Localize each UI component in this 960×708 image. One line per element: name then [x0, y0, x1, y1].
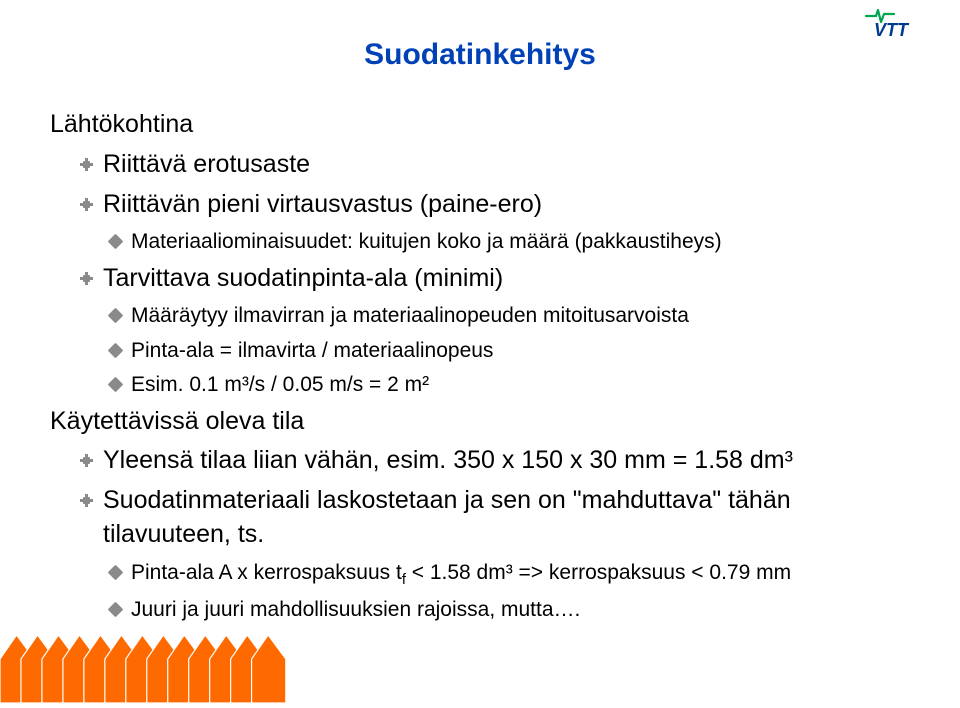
list-item-lvl3: Juuri ja juuri mahdollisuuksien rajoissa… — [110, 595, 910, 624]
logo-text: VTT — [874, 20, 910, 40]
list-item-text: Pinta-ala A x kerrospaksuus tf < 1.58 dm… — [131, 558, 910, 591]
decorative-ladder — [0, 631, 320, 703]
slide-content: Lähtökohtina Riittävä erotusaste Riittävän… — [50, 108, 910, 630]
list-item-text: Juuri ja juuri mahdollisuuksien rajoissa… — [131, 595, 910, 624]
bullet-icon — [108, 343, 124, 359]
list-item-lvl3: Pinta-ala A x kerrospaksuus tf < 1.58 dm… — [110, 558, 910, 591]
list-item-lvl2: Riittävä erotusaste — [80, 148, 910, 182]
list-item-text: Määräytyy ilmavirran ja materiaalinopeud… — [131, 301, 910, 330]
list-item-lvl3: Esim. 0.1 m³/s / 0.05 m/s = 2 m² — [110, 370, 910, 399]
bullet-icon — [108, 377, 124, 393]
list-item-text: Materiaaliominaisuudet: kuitujen koko ja… — [131, 227, 910, 256]
vtt-logo: VTT — [864, 8, 942, 40]
bullet-icon — [80, 198, 93, 211]
list-item-lvl2: Tarvittava suodatinpinta-ala (minimi) — [80, 262, 910, 296]
bullet-icon — [80, 158, 93, 171]
list-item-text: Riittävä erotusaste — [103, 148, 910, 182]
list-item-lvl3: Määräytyy ilmavirran ja materiaalinopeud… — [110, 301, 910, 330]
list-item-lvl1: Lähtökohtina — [50, 108, 910, 142]
bullet-icon — [108, 564, 124, 580]
list-item-text: Esim. 0.1 m³/s / 0.05 m/s = 2 m² — [131, 370, 910, 399]
list-item-lvl2: Yleensä tilaa liian vähän, esim. 350 x 1… — [80, 444, 910, 478]
list-item-lvl2: Suodatinmateriaali laskostetaan ja sen o… — [80, 484, 910, 552]
list-item-text: Pinta-ala = ilmavirta / materiaalinopeus — [131, 336, 910, 365]
list-item-text: Riittävän pieni virtausvastus (paine-ero… — [103, 188, 910, 222]
bullet-icon — [80, 272, 93, 285]
list-item-text: Tarvittava suodatinpinta-ala (minimi) — [103, 262, 910, 296]
slide-title: Suodatinkehitys — [0, 38, 960, 72]
list-item-lvl3: Materiaaliominaisuudet: kuitujen koko ja… — [110, 227, 910, 256]
list-item-lvl2: Riittävän pieni virtausvastus (paine-ero… — [80, 188, 910, 222]
bullet-icon — [108, 602, 124, 618]
list-item-text: Suodatinmateriaali laskostetaan ja sen o… — [103, 484, 910, 552]
bullet-icon — [108, 234, 124, 250]
bullet-icon — [108, 308, 124, 324]
bullet-icon — [80, 494, 93, 507]
list-item-text: Yleensä tilaa liian vähän, esim. 350 x 1… — [103, 444, 910, 478]
bullet-icon — [80, 454, 93, 467]
list-item-lvl1: Käytettävissä oleva tila — [50, 405, 910, 439]
list-item-lvl3: Pinta-ala = ilmavirta / materiaalinopeus — [110, 336, 910, 365]
